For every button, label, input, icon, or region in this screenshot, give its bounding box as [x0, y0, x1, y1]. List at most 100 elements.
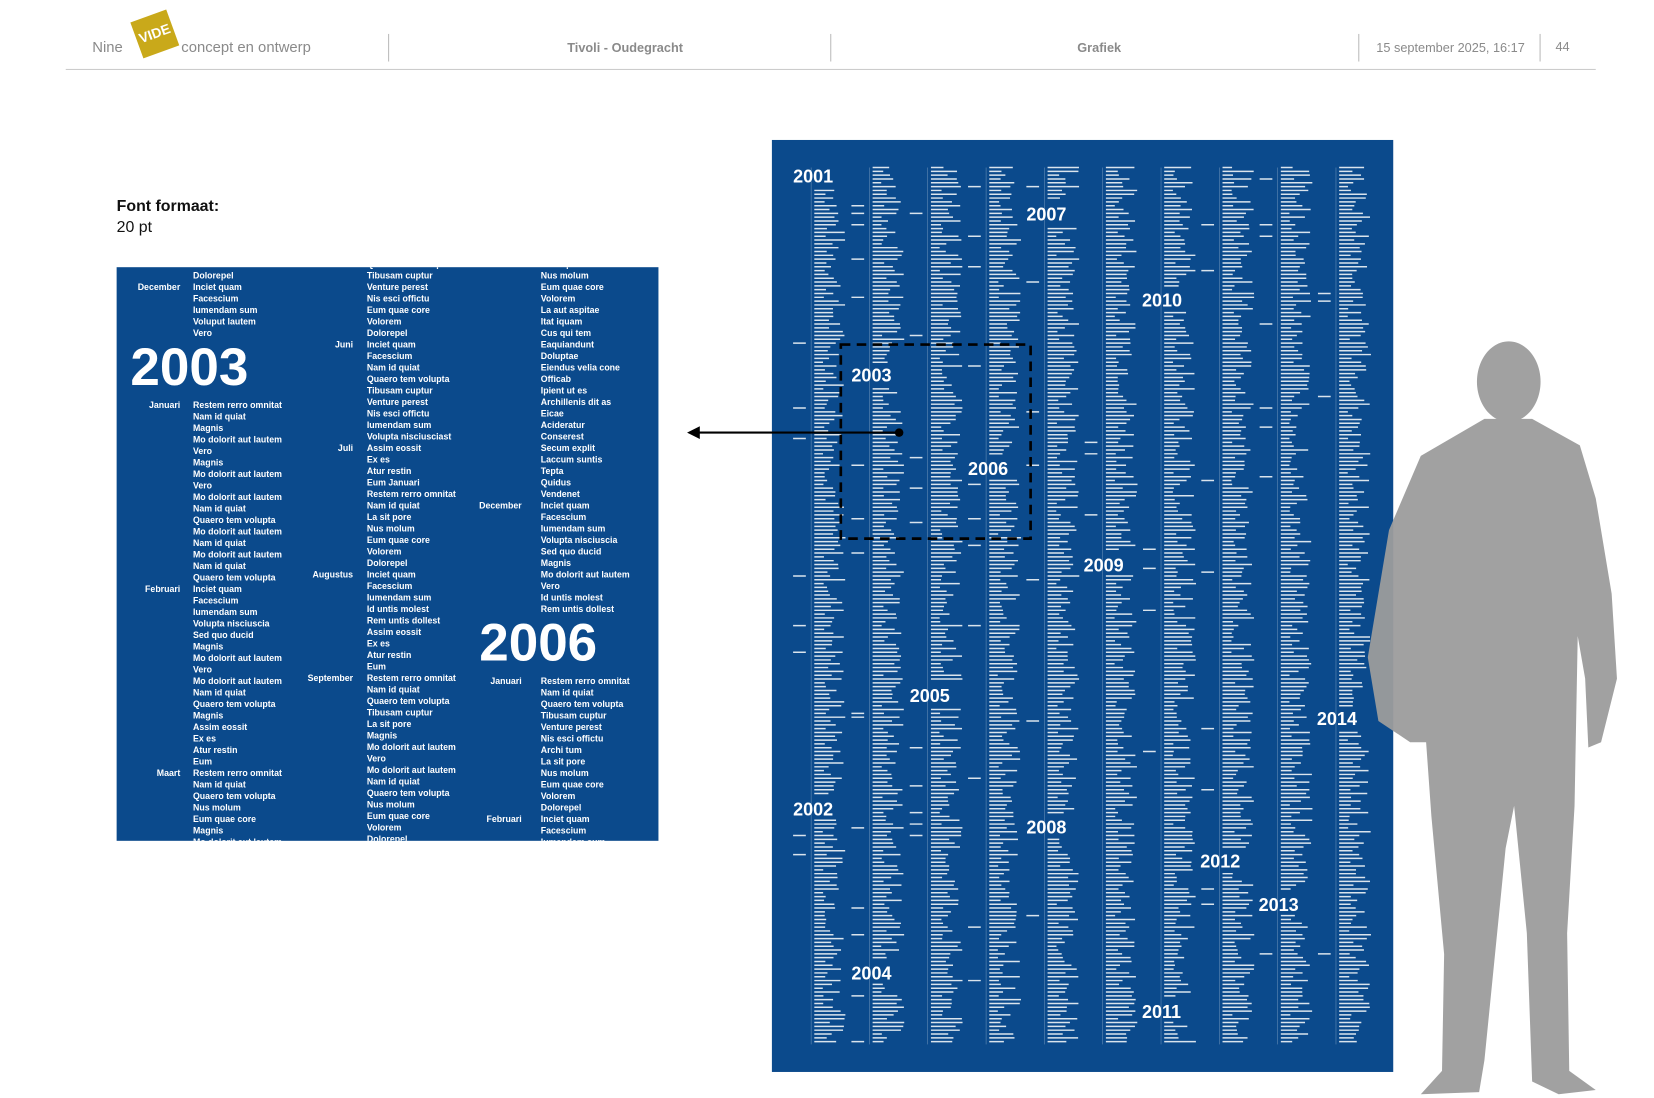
entry: Quaero tem volupta: [367, 259, 450, 269]
entry: Mo dolorit aut lautem: [193, 653, 282, 663]
entry: Atur restin: [367, 466, 411, 476]
entry: Vero: [541, 581, 561, 591]
entry: Facescium: [541, 512, 587, 522]
entry: Facescium: [541, 825, 587, 835]
year-heading: 2003: [130, 338, 248, 397]
section: Grafiek: [1077, 40, 1122, 56]
entry: Inciet quam: [541, 501, 590, 511]
entry: Restem rerro omnitat: [367, 489, 456, 499]
entry: Ex es: [367, 455, 390, 465]
entry: Iumendam sum: [541, 837, 606, 847]
entry: Volorem: [367, 822, 402, 832]
entry: Quaero tem volupta: [193, 699, 276, 709]
entry: Conserest: [541, 432, 584, 442]
entry: Tibusam cuptur: [367, 707, 433, 717]
entry: Eaquiandunt: [541, 340, 594, 350]
date: 15 september 2025, 16:17: [1376, 40, 1525, 56]
entry: Nam id quiat: [367, 684, 420, 694]
entry: Nis esci offictu: [367, 409, 430, 419]
poster-year: 2005: [910, 686, 950, 706]
year-heading: 2006: [479, 614, 597, 673]
poster-text-column: [930, 166, 963, 1043]
poster-month-ticks: [1317, 292, 1331, 955]
entry: Assim eossit: [367, 443, 421, 453]
entry: Eum quae core: [541, 282, 604, 292]
entry: Dolorepel: [541, 802, 582, 812]
entry: Nus molum: [541, 768, 589, 778]
entry: Quaero tem volupta: [541, 699, 624, 709]
divider: [830, 33, 832, 62]
entry: Eum quae core: [367, 305, 430, 315]
entry: Nam id quiat: [193, 561, 246, 571]
entry: Nam id quiat: [541, 687, 594, 697]
poster-month-ticks: [909, 212, 923, 837]
entry: Eum quae core: [367, 535, 430, 545]
month-label: Januari: [490, 676, 521, 686]
brand-right: concept en ontwerp: [181, 38, 311, 56]
entry: Vero: [193, 664, 213, 674]
entry: Cus qui tem: [541, 328, 592, 338]
entry: Ex es: [193, 733, 216, 743]
entry: Vero: [193, 328, 213, 338]
month-label: Januari: [149, 400, 180, 410]
poster-text-column: [1047, 166, 1080, 1043]
poster-year: 2003: [851, 366, 891, 386]
poster-text-column: [872, 166, 905, 1043]
month-label: Juli: [338, 443, 353, 453]
entry: Vero: [367, 753, 387, 763]
entry: La sit pore: [367, 512, 412, 522]
entry: Inciet quam: [541, 814, 590, 824]
entry: Nam id quiat: [193, 779, 246, 789]
entry: Vero: [193, 446, 213, 456]
divider: [388, 33, 390, 62]
poster-month-ticks: [1259, 178, 1273, 955]
entry: Nam id quiat: [193, 687, 246, 697]
entry: Mo dolorit aut lautem: [193, 837, 282, 847]
poster-text-column: [1280, 166, 1313, 1043]
entry: Magnis: [541, 558, 571, 568]
entry: Dolorepel: [367, 328, 408, 338]
poster-text-column: [1222, 166, 1255, 1043]
entry: Nis esci offictu: [367, 294, 430, 304]
entry: Officab: [541, 374, 572, 384]
entry: Venture perest: [367, 282, 428, 292]
entry: Volupta nisciuscia: [541, 535, 618, 545]
entry: Nam id quiat: [193, 412, 246, 422]
entry: Eum Januari: [367, 478, 420, 488]
entry: Nus molum: [367, 799, 415, 809]
entry: Mo dolorit aut lautem: [193, 492, 282, 502]
entry: Volorem: [367, 547, 402, 557]
entry: Nus molum: [193, 802, 241, 812]
entry: Volorem: [367, 317, 402, 327]
poster-year: 2014: [1317, 709, 1357, 729]
entry: Facescium: [367, 351, 413, 361]
entry: Quaero tem volupta: [193, 573, 276, 583]
entry: Dolorepel: [367, 558, 408, 568]
entry: Doluptae: [541, 351, 579, 361]
poster-month-ticks: [851, 204, 865, 1043]
entry: Magnis: [193, 825, 223, 835]
entry: Quaero tem volupta: [367, 696, 450, 706]
entry: Sed quo ducid: [193, 630, 254, 640]
entry: Mo dolorit aut lautem: [193, 527, 282, 537]
poster-year: 2004: [851, 964, 891, 984]
entry: Quidus: [541, 478, 571, 488]
entry: Tibusam cuptur: [541, 710, 607, 720]
entry: Quaero tem volupta: [367, 374, 450, 384]
zoom-frame: [839, 343, 1032, 540]
poster-year: 2011: [1142, 1002, 1181, 1022]
poster-month-ticks: [968, 185, 981, 982]
entry: Inciet quam: [193, 282, 242, 292]
entry: Venture perest: [367, 397, 428, 407]
entry: Volupta nisciuscia: [193, 619, 270, 629]
entry: Nam id quiat: [367, 776, 420, 786]
entry: Tepta: [541, 466, 564, 476]
poster-month-ticks: [1026, 185, 1040, 917]
entry: Secum explit: [541, 443, 595, 453]
entry: Vendenet: [541, 489, 580, 499]
entry: Atur restin: [367, 650, 411, 660]
entry: Restem rerro omnitat: [541, 676, 630, 686]
entry: Quaero tem volupta: [193, 515, 276, 525]
entry: Magnis: [193, 641, 223, 651]
